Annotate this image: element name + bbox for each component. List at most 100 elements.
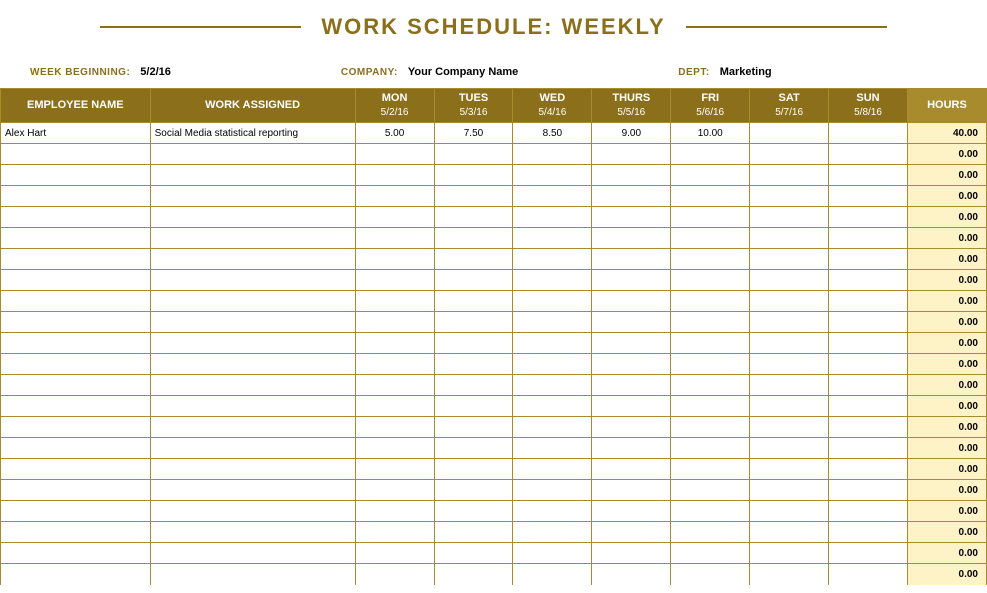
cell-work[interactable] — [150, 480, 355, 501]
cell-employee[interactable] — [1, 270, 151, 291]
cell-day-1[interactable] — [434, 354, 513, 375]
cell-day-1[interactable] — [434, 249, 513, 270]
cell-day-0[interactable] — [355, 438, 434, 459]
cell-day-6[interactable] — [829, 417, 908, 438]
cell-work[interactable] — [150, 522, 355, 543]
cell-day-3[interactable] — [592, 480, 671, 501]
cell-day-1[interactable] — [434, 291, 513, 312]
cell-day-1[interactable] — [434, 459, 513, 480]
cell-day-3[interactable] — [592, 333, 671, 354]
cell-day-5[interactable] — [750, 396, 829, 417]
cell-day-3[interactable] — [592, 417, 671, 438]
cell-employee[interactable] — [1, 207, 151, 228]
cell-work[interactable] — [150, 291, 355, 312]
cell-total[interactable]: 40.00 — [907, 123, 986, 144]
cell-day-3[interactable] — [592, 270, 671, 291]
cell-day-3[interactable] — [592, 165, 671, 186]
cell-day-5[interactable] — [750, 186, 829, 207]
cell-day-4[interactable] — [671, 564, 750, 585]
cell-day-4[interactable] — [671, 417, 750, 438]
cell-day-5[interactable] — [750, 438, 829, 459]
cell-day-0[interactable] — [355, 186, 434, 207]
cell-employee[interactable] — [1, 501, 151, 522]
cell-day-2[interactable] — [513, 249, 592, 270]
cell-day-1[interactable] — [434, 501, 513, 522]
cell-day-5[interactable] — [750, 312, 829, 333]
cell-day-1[interactable] — [434, 417, 513, 438]
cell-day-2[interactable] — [513, 312, 592, 333]
cell-day-4[interactable] — [671, 144, 750, 165]
cell-day-4[interactable] — [671, 270, 750, 291]
cell-employee[interactable] — [1, 417, 151, 438]
cell-day-5[interactable] — [750, 459, 829, 480]
cell-day-6[interactable] — [829, 564, 908, 585]
cell-day-2[interactable] — [513, 186, 592, 207]
cell-day-3[interactable] — [592, 207, 671, 228]
cell-employee[interactable] — [1, 249, 151, 270]
cell-day-2[interactable] — [513, 480, 592, 501]
cell-day-0[interactable] — [355, 396, 434, 417]
cell-total[interactable]: 0.00 — [907, 186, 986, 207]
cell-day-6[interactable] — [829, 438, 908, 459]
cell-day-3[interactable]: 9.00 — [592, 123, 671, 144]
cell-day-6[interactable] — [829, 333, 908, 354]
cell-day-2[interactable] — [513, 291, 592, 312]
cell-day-5[interactable] — [750, 144, 829, 165]
cell-day-5[interactable] — [750, 417, 829, 438]
cell-day-4[interactable] — [671, 186, 750, 207]
cell-employee[interactable] — [1, 375, 151, 396]
cell-day-5[interactable] — [750, 375, 829, 396]
cell-employee[interactable] — [1, 564, 151, 585]
cell-day-2[interactable]: 8.50 — [513, 123, 592, 144]
cell-total[interactable]: 0.00 — [907, 438, 986, 459]
cell-day-2[interactable] — [513, 354, 592, 375]
cell-employee[interactable]: Alex Hart — [1, 123, 151, 144]
cell-day-5[interactable] — [750, 333, 829, 354]
cell-work[interactable] — [150, 228, 355, 249]
cell-work[interactable] — [150, 564, 355, 585]
cell-day-1[interactable] — [434, 144, 513, 165]
cell-day-6[interactable] — [829, 165, 908, 186]
cell-day-0[interactable] — [355, 270, 434, 291]
cell-day-5[interactable] — [750, 249, 829, 270]
cell-day-4[interactable] — [671, 522, 750, 543]
cell-total[interactable]: 0.00 — [907, 270, 986, 291]
cell-day-0[interactable] — [355, 564, 434, 585]
cell-employee[interactable] — [1, 333, 151, 354]
cell-work[interactable] — [150, 354, 355, 375]
cell-work[interactable] — [150, 333, 355, 354]
cell-day-4[interactable] — [671, 207, 750, 228]
cell-day-4[interactable] — [671, 249, 750, 270]
cell-day-2[interactable] — [513, 522, 592, 543]
cell-total[interactable]: 0.00 — [907, 207, 986, 228]
cell-day-6[interactable] — [829, 375, 908, 396]
cell-day-1[interactable] — [434, 207, 513, 228]
cell-day-5[interactable] — [750, 501, 829, 522]
cell-work[interactable] — [150, 543, 355, 564]
cell-day-5[interactable] — [750, 480, 829, 501]
cell-day-6[interactable] — [829, 249, 908, 270]
cell-day-5[interactable] — [750, 270, 829, 291]
cell-day-6[interactable] — [829, 123, 908, 144]
cell-day-5[interactable] — [750, 522, 829, 543]
cell-employee[interactable] — [1, 312, 151, 333]
cell-day-0[interactable] — [355, 375, 434, 396]
cell-day-3[interactable] — [592, 543, 671, 564]
cell-day-0[interactable] — [355, 417, 434, 438]
cell-day-1[interactable] — [434, 564, 513, 585]
cell-day-0[interactable] — [355, 480, 434, 501]
cell-day-6[interactable] — [829, 228, 908, 249]
cell-day-2[interactable] — [513, 543, 592, 564]
cell-day-6[interactable] — [829, 291, 908, 312]
cell-total[interactable]: 0.00 — [907, 459, 986, 480]
cell-total[interactable]: 0.00 — [907, 333, 986, 354]
cell-day-0[interactable] — [355, 333, 434, 354]
cell-day-2[interactable] — [513, 207, 592, 228]
cell-day-2[interactable] — [513, 438, 592, 459]
cell-day-1[interactable] — [434, 375, 513, 396]
cell-day-3[interactable] — [592, 354, 671, 375]
cell-total[interactable]: 0.00 — [907, 501, 986, 522]
cell-work[interactable] — [150, 459, 355, 480]
cell-day-4[interactable] — [671, 459, 750, 480]
cell-work[interactable]: Social Media statistical reporting — [150, 123, 355, 144]
